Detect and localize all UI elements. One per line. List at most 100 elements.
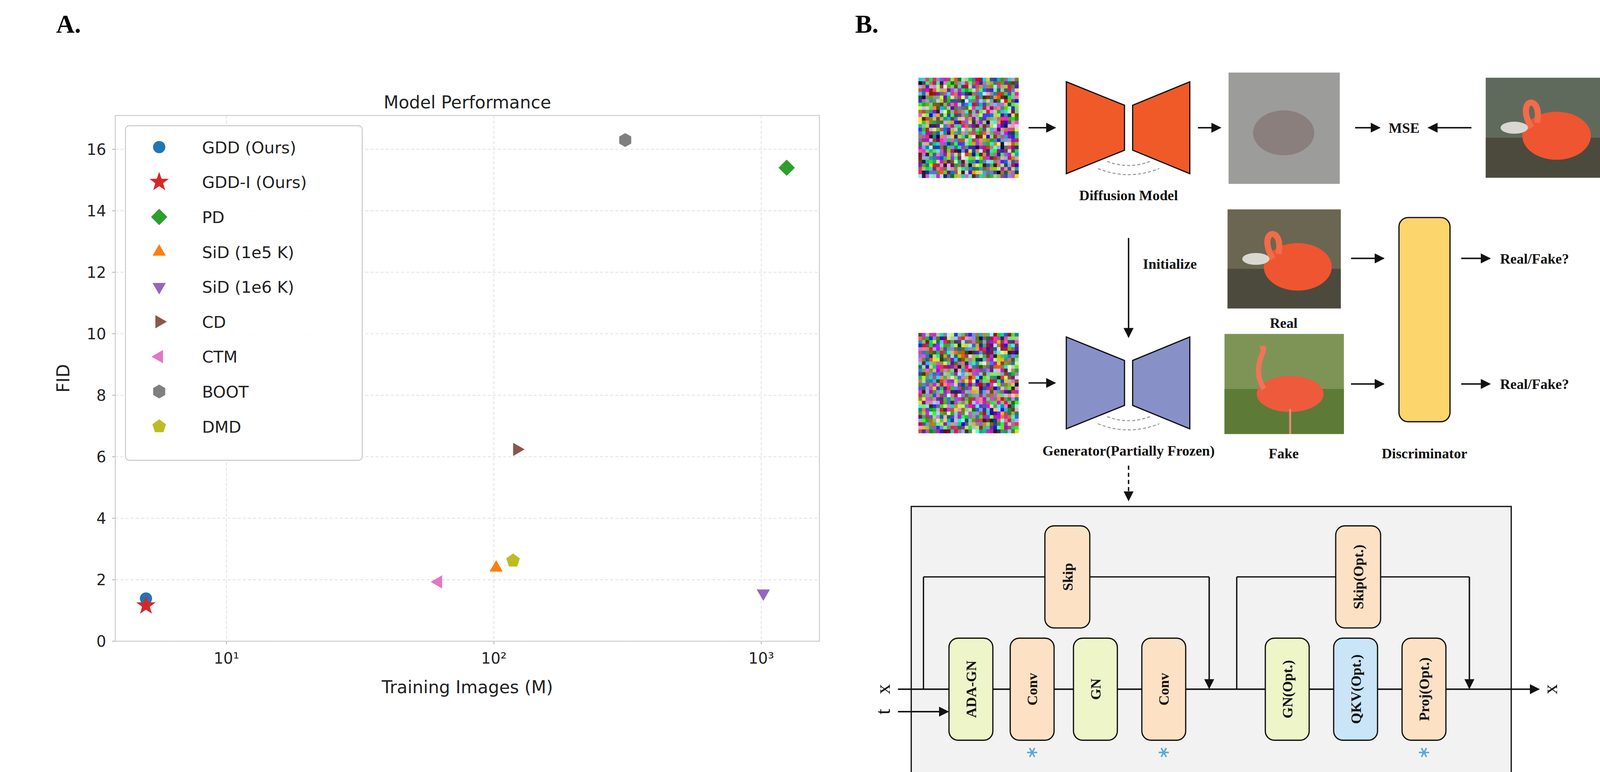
noise-pixel xyxy=(946,414,951,419)
noise-pixel xyxy=(1004,379,1008,384)
noise-pixel xyxy=(979,332,984,337)
noise-pixel xyxy=(1014,145,1019,150)
noise-pixel xyxy=(972,372,977,377)
frozen-icon xyxy=(1421,747,1427,757)
noise-pixel xyxy=(1000,131,1005,136)
noise-pixel xyxy=(979,102,984,107)
arrow xyxy=(1351,257,1384,260)
noise-pixel xyxy=(954,379,958,384)
noise-pixel xyxy=(932,84,937,89)
frozen-icon xyxy=(1161,747,1167,757)
noise-pixel xyxy=(925,425,930,430)
real-label: Real xyxy=(1269,315,1298,331)
noise-pixel xyxy=(1000,134,1005,139)
noise-pixel xyxy=(954,131,958,136)
noise-pixel xyxy=(925,421,930,426)
noise-pixel xyxy=(986,397,991,401)
noise-pixel xyxy=(986,379,991,384)
noise-pixel xyxy=(989,99,994,104)
marker-pentagon xyxy=(506,553,520,567)
y-tick-label: 14 xyxy=(86,202,106,220)
noise-pixel xyxy=(968,113,973,118)
noise-pixel xyxy=(989,386,994,391)
noise-pixel xyxy=(918,127,923,132)
noise-pixel xyxy=(922,336,927,341)
noise-pixel xyxy=(972,84,977,89)
noise-pixel xyxy=(996,159,1001,164)
noise-pixel xyxy=(925,357,930,362)
noise-pixel xyxy=(929,339,934,344)
noise-pixel xyxy=(979,148,984,153)
noise-pixel xyxy=(972,156,977,161)
noise-pixel xyxy=(972,99,977,104)
noise-pixel xyxy=(925,411,930,416)
noise-pixel xyxy=(954,429,958,434)
noise-pixel xyxy=(922,357,927,362)
plot-frame xyxy=(115,115,820,641)
noise-pixel xyxy=(943,113,948,118)
noise-pixel xyxy=(939,102,944,107)
noise-pixel xyxy=(954,332,958,337)
noise-pixel xyxy=(982,163,987,168)
noise-pixel xyxy=(936,339,941,344)
noise-pixel xyxy=(986,357,991,362)
noise-pixel xyxy=(1011,343,1016,348)
noise-pixel xyxy=(1000,339,1005,344)
block-label: Conv xyxy=(1024,672,1041,706)
noise-pixel xyxy=(989,411,994,416)
noise-pixel xyxy=(979,91,984,96)
noise-pixel xyxy=(1000,145,1005,150)
noise-pixel xyxy=(1000,375,1005,380)
noise-pixel xyxy=(1011,113,1016,118)
noise-pixel xyxy=(989,393,994,398)
noise-pixel xyxy=(943,382,948,387)
noise-pixel xyxy=(954,389,958,394)
noise-pixel xyxy=(982,159,987,164)
noise-pixel xyxy=(986,84,991,89)
noise-pixel xyxy=(996,397,1001,401)
noise-pixel xyxy=(1000,109,1005,114)
noise-pixel xyxy=(943,368,948,373)
noise-pixel xyxy=(1007,77,1012,82)
noise-pixel xyxy=(1011,354,1016,359)
noise-pixel xyxy=(979,407,984,412)
noise-pixel xyxy=(950,77,955,82)
noise-pixel xyxy=(939,170,944,175)
noise-pixel xyxy=(972,418,977,423)
noise-pixel xyxy=(954,138,958,143)
noise-pixel xyxy=(922,116,927,121)
noise-pixel xyxy=(993,382,998,387)
noise-pixel xyxy=(922,91,927,96)
noise-pixel xyxy=(1000,102,1005,107)
noise-pixel xyxy=(961,421,966,426)
noise-pixel xyxy=(1007,84,1012,89)
noise-pixel xyxy=(993,421,998,426)
noise-pixel xyxy=(964,102,969,107)
noise-pixel xyxy=(982,389,987,394)
noise-pixel xyxy=(1014,389,1019,394)
noise-pixel xyxy=(972,332,977,337)
diagram: Diffusion ModelMSEInitializeRealFakeDisc… xyxy=(871,72,1600,772)
noise-pixel xyxy=(975,372,980,377)
noise-pixel xyxy=(932,386,937,391)
noise-pixel xyxy=(929,167,934,171)
flamingo-neck xyxy=(1525,102,1539,128)
noise-pixel xyxy=(1007,389,1012,394)
noise-pixel xyxy=(929,116,934,121)
noise-pixel xyxy=(943,124,948,129)
noise-pixel xyxy=(1000,163,1005,168)
noise-pixel xyxy=(943,350,948,355)
noise-pixel xyxy=(975,379,980,384)
noise-pixel xyxy=(1014,421,1019,426)
noise-pixel xyxy=(968,148,973,153)
noise-pixel xyxy=(918,429,923,434)
noise-pixel xyxy=(950,364,955,369)
noise-pixel xyxy=(993,397,998,401)
noise-pixel xyxy=(932,393,937,398)
noise-pixel xyxy=(918,163,923,168)
noise-pixel xyxy=(979,404,984,409)
noise-pixel xyxy=(1004,109,1008,114)
noise-pixel xyxy=(943,120,948,125)
noise-pixel xyxy=(950,134,955,139)
noise-pixel xyxy=(982,418,987,423)
